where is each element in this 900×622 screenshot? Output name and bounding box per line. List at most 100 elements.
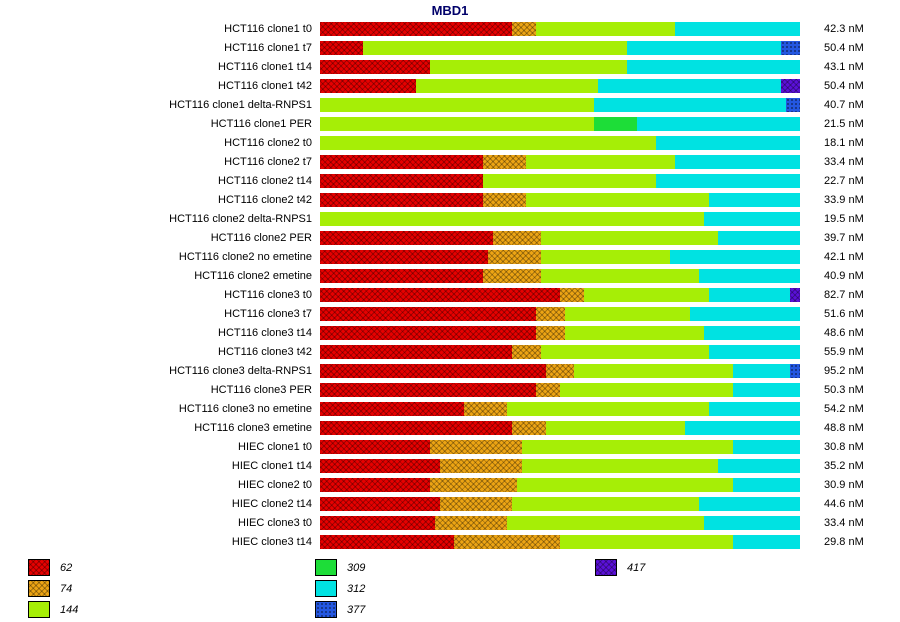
legend-swatch-377 — [315, 601, 337, 618]
stacked-bar — [320, 211, 800, 226]
bar-segment-144 — [559, 534, 733, 549]
legend-column: 62 74 144 — [28, 557, 78, 620]
bar-segment-312 — [718, 458, 800, 473]
bar-segment-144 — [320, 135, 656, 150]
bar-segment-312 — [708, 401, 800, 416]
bar-segment-62 — [320, 325, 536, 340]
bar-segment-312 — [718, 230, 800, 245]
stacked-bar — [320, 268, 800, 283]
row-label: HCT116 clone2 t42 — [218, 193, 312, 206]
chart-row: HCT116 clone1 PER 21.5 nM — [0, 114, 900, 133]
bar-segment-312 — [627, 40, 781, 55]
stacked-bar — [320, 116, 800, 131]
bar-segment-144 — [483, 173, 656, 188]
bar-segment-312 — [704, 211, 800, 226]
chart-rows: HCT116 clone1 t0 42.3 nM HCT116 clone1 t7 5… — [0, 19, 900, 551]
chart-row: HCT116 clone2 delta-RNPS1 19.5 nM — [0, 209, 900, 228]
row-label: HCT116 clone1 t7 — [224, 41, 312, 54]
bar-segment-312 — [708, 287, 791, 302]
stacked-bar — [320, 78, 800, 93]
bar-segment-312 — [732, 439, 800, 454]
row-label: HCT116 clone3 t42 — [218, 345, 312, 358]
bar-segment-62 — [320, 192, 484, 207]
chart-row: HCT116 clone1 t14 43.1 nM — [0, 57, 900, 76]
stacked-bar — [320, 496, 800, 511]
bar-segment-312 — [732, 363, 791, 378]
bar-segment-62 — [320, 420, 512, 435]
chart-row: HIEC clone1 t0 30.8 nM — [0, 437, 900, 456]
row-label: HCT116 clone3 no emetine — [178, 402, 312, 415]
legend-column: 417 — [595, 557, 645, 578]
row-value: 21.5 nM — [824, 117, 864, 130]
row-value: 30.9 nM — [824, 478, 864, 491]
bar-segment-74 — [492, 230, 541, 245]
stacked-bar — [320, 154, 800, 169]
bar-segment-62 — [320, 515, 436, 530]
bar-segment-312 — [656, 135, 800, 150]
stacked-bar — [320, 287, 800, 302]
bar-segment-377 — [785, 97, 800, 112]
row-value: 22.7 nM — [824, 174, 864, 187]
bar-segment-312 — [684, 420, 800, 435]
row-label: HCT116 clone1 PER — [210, 117, 312, 130]
row-label: HIEC clone3 t0 — [238, 516, 312, 529]
row-label: HCT116 clone1 t42 — [218, 79, 312, 92]
bar-segment-312 — [675, 21, 800, 36]
bar-segment-74 — [430, 477, 517, 492]
row-label: HCT116 clone2 no emetine — [178, 250, 312, 263]
bar-segment-144 — [416, 78, 599, 93]
stacked-bar — [320, 306, 800, 321]
legend-swatch-417 — [595, 559, 617, 576]
bar-segment-144 — [507, 401, 709, 416]
legend-label: 144 — [60, 603, 79, 616]
stacked-bar — [320, 230, 800, 245]
bar-segment-74 — [430, 439, 522, 454]
bar-segment-312 — [675, 154, 800, 169]
bar-segment-312 — [708, 192, 800, 207]
row-value: 18.1 nM — [824, 136, 864, 149]
chart-row: HIEC clone2 t14 44.6 nM — [0, 494, 900, 513]
legend-label: 417 — [627, 561, 646, 574]
row-value: 30.8 nM — [824, 440, 864, 453]
row-label: HCT116 clone3 delta-RNPS1 — [169, 364, 312, 377]
bar-segment-62 — [320, 249, 488, 264]
legend-item: 417 — [595, 557, 645, 578]
chart-row: HCT116 clone3 t14 48.6 nM — [0, 323, 900, 342]
row-label: HIEC clone1 t14 — [231, 459, 312, 472]
stacked-bar — [320, 439, 800, 454]
chart-row: HCT116 clone2 t0 18.1 nM — [0, 133, 900, 152]
row-label: HCT116 clone2 t0 — [224, 136, 312, 149]
bar-segment-144 — [320, 211, 704, 226]
stacked-bar — [320, 59, 800, 74]
bar-segment-377 — [790, 363, 800, 378]
row-value: 42.3 nM — [824, 22, 864, 35]
bar-segment-144 — [363, 40, 628, 55]
bar-segment-144 — [540, 249, 671, 264]
row-value: 55.9 nM — [824, 345, 864, 358]
chart-row: HCT116 clone2 PER 39.7 nM — [0, 228, 900, 247]
bar-segment-144 — [540, 344, 709, 359]
bar-segment-312 — [732, 534, 800, 549]
bar-segment-74 — [440, 496, 512, 511]
row-value: 48.6 nM — [824, 326, 864, 339]
bar-segment-312 — [732, 477, 800, 492]
row-value: 42.1 nM — [824, 250, 864, 263]
bar-segment-144 — [564, 325, 704, 340]
chart-row: HCT116 clone2 t14 22.7 nM — [0, 171, 900, 190]
row-value: 19.5 nM — [824, 212, 864, 225]
row-label: HCT116 clone1 t14 — [218, 60, 312, 73]
row-label: HCT116 clone3 t0 — [224, 288, 312, 301]
legend-swatch-62 — [28, 559, 50, 576]
bar-segment-312 — [703, 515, 800, 530]
bar-segment-417 — [780, 78, 800, 93]
bar-segment-312 — [732, 382, 800, 397]
bar-segment-377 — [780, 40, 800, 55]
bar-segment-144 — [521, 439, 733, 454]
chart-row: HCT116 clone1 t7 50.4 nM — [0, 38, 900, 57]
stacked-bar — [320, 477, 800, 492]
bar-segment-144 — [536, 21, 676, 36]
bar-segment-312 — [636, 116, 800, 131]
bar-segment-312 — [699, 268, 800, 283]
bar-segment-74 — [545, 363, 575, 378]
